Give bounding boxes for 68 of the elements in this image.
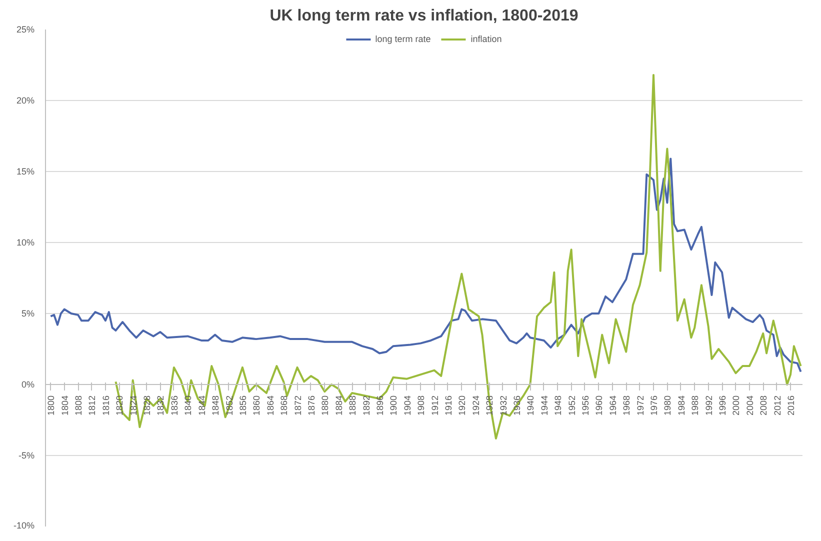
x-tick-label: 1920: [457, 395, 468, 416]
x-tick-label: 2008: [758, 395, 769, 416]
x-tick-label: 1888: [348, 395, 358, 416]
legend-label: inflation: [470, 34, 502, 44]
x-tick-label: 1980: [662, 395, 673, 416]
y-tick-label: 5%: [21, 308, 35, 318]
x-tick-label: 1900: [388, 395, 399, 416]
chart-title: UK long term rate vs inflation, 1800-2019: [270, 8, 578, 24]
x-tick-label: 1968: [622, 395, 632, 416]
x-tick-label: 1828: [142, 395, 152, 416]
x-tick-label: 1860: [252, 395, 262, 416]
y-tick-label: 10%: [16, 238, 34, 248]
x-tick-label: 1884: [334, 395, 344, 416]
x-tick-label: 1852: [224, 395, 234, 416]
x-tick-label: 1988: [690, 395, 700, 416]
x-tick-label: 2016: [786, 395, 796, 416]
x-tick-label: 1832: [156, 395, 166, 416]
x-tick-label: 1916: [443, 395, 454, 416]
y-tick-label: 0%: [21, 380, 35, 390]
x-tick-label: 1904: [402, 395, 412, 416]
x-tick-label: 1804: [60, 395, 70, 416]
x-tick-label: 1820: [114, 395, 125, 416]
x-tick-label: 1892: [361, 395, 372, 416]
x-tick-label: 1912: [430, 395, 440, 416]
y-tick-label: 25%: [16, 24, 34, 34]
x-tick-label: 1960: [594, 395, 604, 416]
legend-label: long term rate: [375, 34, 431, 44]
y-tick-label: -5%: [18, 450, 35, 460]
x-tick-label: 1948: [553, 395, 564, 416]
x-tick-label: 1816: [100, 395, 111, 416]
y-tick-label: 20%: [16, 96, 34, 106]
x-tick-label: 1836: [169, 395, 180, 416]
x-tick-label: 1880: [320, 395, 330, 416]
x-tick-label: 2000: [731, 395, 742, 416]
x-tick-label: 1996: [718, 395, 728, 416]
x-tick-label: 1800: [46, 395, 56, 416]
x-tick-label: 1808: [74, 395, 84, 416]
x-tick-label: 1956: [580, 395, 590, 416]
x-tick-label: 1932: [498, 395, 508, 416]
x-tick-label: 1876: [306, 395, 316, 416]
x-tick-label: 1848: [210, 395, 221, 416]
x-tick-label: 1924: [470, 395, 481, 416]
x-tick-label: 1984: [676, 395, 686, 416]
line-series: [114, 74, 802, 440]
y-tick-label: -10%: [13, 520, 35, 530]
x-tick-label: 1840: [183, 395, 194, 416]
x-tick-label: 1972: [635, 395, 646, 416]
x-tick-label: 2012: [772, 395, 782, 416]
x-tick-label: 1824: [128, 395, 138, 416]
x-tick-label: 1908: [416, 395, 426, 416]
x-tick-label: 1936: [512, 395, 522, 416]
y-tick-label: 15%: [16, 166, 34, 176]
x-tick-label: 1928: [484, 395, 495, 416]
x-tick-label: 1812: [87, 395, 98, 416]
x-tick-label: 1868: [279, 395, 290, 416]
x-tick-label: 1856: [238, 395, 248, 416]
x-tick-label: 1844: [196, 395, 207, 416]
x-tick-label: 1940: [526, 395, 536, 416]
x-tick-label: 1872: [292, 395, 303, 416]
line-series: [50, 158, 802, 373]
x-tick-label: 2004: [744, 395, 755, 416]
x-tick-label: 1964: [608, 395, 618, 416]
x-tick-label: 1992: [704, 395, 714, 416]
x-tick-label: 1896: [374, 395, 385, 416]
x-tick-label: 1864: [265, 395, 276, 416]
x-tick-label: 1952: [566, 395, 577, 416]
x-tick-label: 1976: [649, 395, 659, 416]
x-tick-label: 1944: [539, 395, 550, 416]
